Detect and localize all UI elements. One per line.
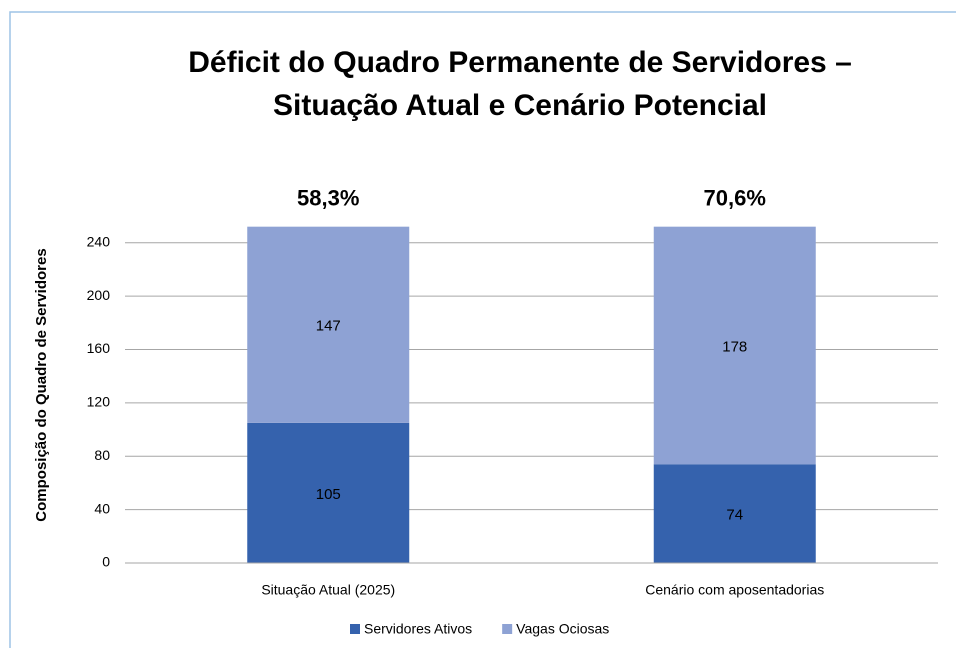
bar-segment bbox=[247, 422, 410, 563]
chart-title: Déficit do Quadro Permanente de Servidor… bbox=[188, 46, 852, 79]
y-tick-label: 40 bbox=[94, 500, 110, 516]
data-label: 74 bbox=[726, 507, 743, 524]
y-tick-label: 160 bbox=[87, 340, 111, 356]
bar-segment bbox=[247, 226, 410, 423]
legend-swatch bbox=[502, 624, 513, 634]
x-tick-label: Cenário com aposentadorias bbox=[645, 582, 824, 598]
legend-label: Servidores Ativos bbox=[364, 621, 472, 637]
chart-title: Situação Atual e Cenário Potencial bbox=[273, 89, 767, 122]
y-tick-label: 240 bbox=[87, 233, 111, 249]
legend-label: Vagas Ociosas bbox=[516, 621, 609, 637]
annotation: 70,6% bbox=[704, 185, 766, 210]
y-tick-label: 80 bbox=[94, 447, 110, 463]
y-tick-label: 200 bbox=[87, 287, 111, 303]
data-label: 147 bbox=[316, 318, 341, 335]
x-tick-label: Situação Atual (2025) bbox=[261, 582, 395, 598]
y-tick-label: 120 bbox=[87, 394, 111, 410]
bar-segment bbox=[653, 226, 816, 465]
annotation: 58,3% bbox=[297, 185, 359, 210]
data-label: 105 bbox=[316, 486, 341, 503]
legend-swatch bbox=[350, 624, 360, 634]
data-label: 178 bbox=[722, 338, 747, 355]
bar-segment bbox=[653, 464, 816, 563]
y-tick-label: 0 bbox=[102, 554, 110, 570]
y-axis-label: Composição do Quadro de Servidores bbox=[33, 248, 50, 521]
